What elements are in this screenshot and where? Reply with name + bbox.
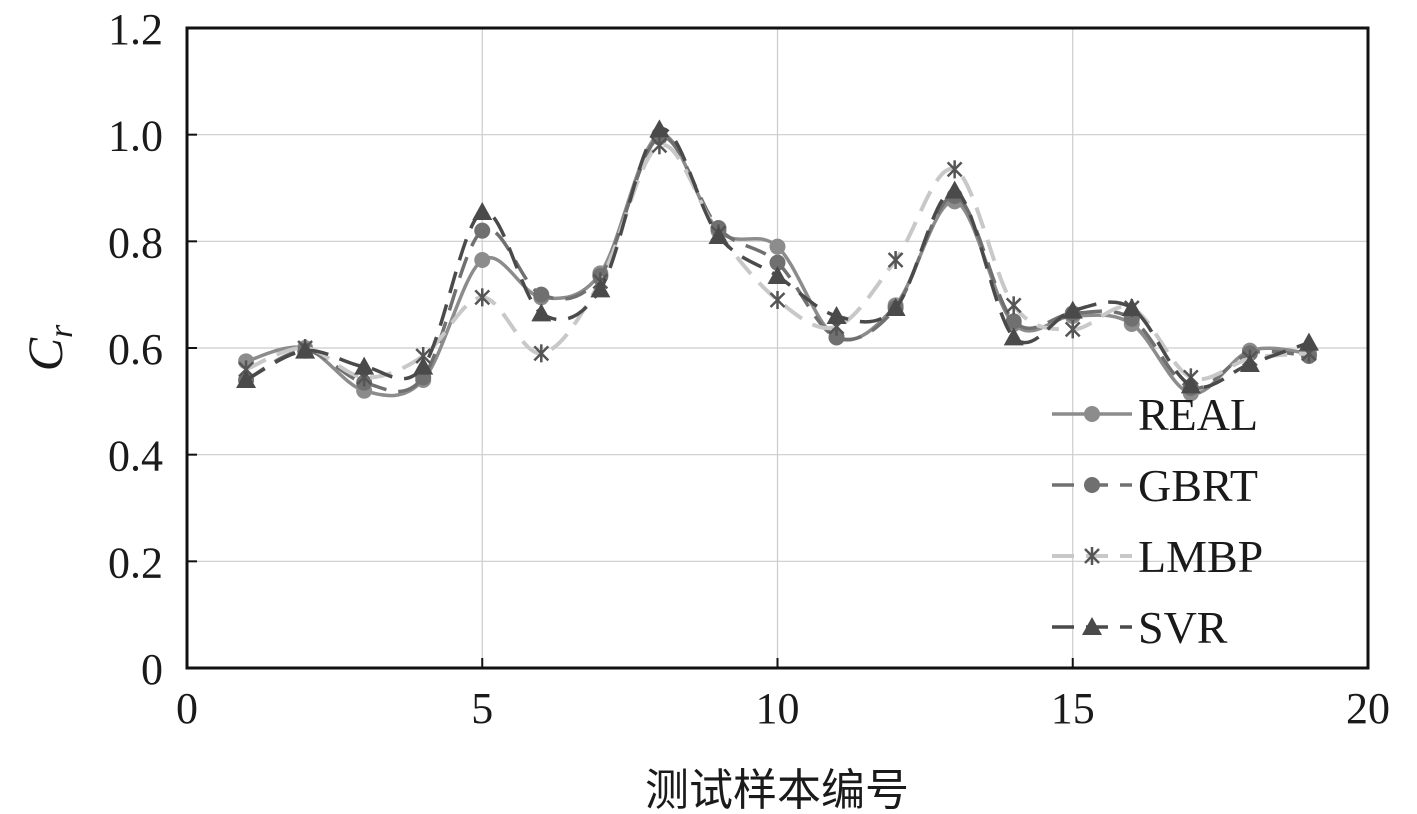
legend-item-svr: SVR: [1052, 602, 1228, 653]
data-point-svr: [472, 202, 493, 220]
x-tick-label: 5: [471, 684, 493, 733]
data-point-svr: [1003, 327, 1024, 346]
x-tick-label: 15: [1051, 684, 1095, 733]
data-point-gbrt: [533, 286, 550, 303]
data-point-svr: [413, 356, 434, 375]
data-point-gbrt: [1005, 313, 1022, 330]
data-point-svr: [531, 303, 552, 322]
legend-marker: [1084, 477, 1100, 493]
legend: REAL GBRT LMBP SVR: [1052, 389, 1263, 653]
legend-label: LMBP: [1138, 531, 1263, 582]
y-tick-label: 0.4: [108, 432, 163, 481]
y-axis-label-subscript: r: [43, 324, 80, 338]
data-point-svr: [1298, 332, 1319, 351]
data-point-lmbp: [769, 291, 786, 309]
data-point-real: [474, 252, 491, 268]
data-point-svr: [1121, 298, 1142, 316]
series-layer: [236, 119, 1319, 402]
data-point-svr: [590, 279, 611, 298]
x-tick-label: 0: [176, 684, 198, 733]
legend-item-gbrt: GBRT: [1052, 460, 1258, 511]
data-point-svr: [1062, 300, 1083, 319]
svg-text:Cr: Cr: [17, 324, 80, 371]
data-point-gbrt: [828, 329, 845, 346]
legend-item-lmbp: LMBP: [1052, 531, 1263, 582]
y-tick-label: 0.8: [108, 218, 163, 267]
axis-ticks: 0 5 10 15 20 0 0.2 0.4 0.6 0.8 1.0 1.2: [108, 5, 1390, 733]
data-point-lmbp: [887, 251, 904, 269]
y-tick-label: 0.6: [108, 325, 163, 374]
series-svr: [236, 119, 1319, 394]
data-point-svr: [354, 356, 375, 375]
data-point-lmbp: [474, 288, 491, 307]
data-point-lmbp: [1005, 296, 1022, 315]
y-axis-label-main: C: [17, 337, 73, 371]
legend-marker: [1084, 547, 1100, 565]
legend-label: REAL: [1138, 389, 1258, 440]
data-point-real: [769, 238, 786, 255]
y-tick-label: 1.0: [108, 112, 163, 161]
y-tick-label: 0.2: [108, 538, 163, 587]
data-point-lmbp: [651, 136, 668, 155]
data-point-svr: [649, 119, 670, 138]
y-tick-label: 0: [141, 645, 163, 694]
data-point-lmbp: [533, 344, 550, 363]
data-point-svr: [885, 298, 906, 316]
x-tick-label: 20: [1346, 684, 1390, 733]
x-axis-label: 测试样本编号: [645, 765, 909, 814]
legend-label: SVR: [1138, 602, 1228, 653]
data-point-svr: [767, 266, 788, 284]
data-point-lmbp: [1064, 320, 1081, 339]
data-point-gbrt: [474, 222, 491, 239]
legend-marker: [1084, 406, 1100, 422]
series-line-svr: [245, 127, 1310, 390]
data-point-svr: [295, 340, 316, 359]
data-point-svr: [236, 370, 257, 388]
data-point-svr: [708, 226, 729, 244]
y-axis-label: Cr: [17, 324, 80, 371]
x-tick-label: 10: [756, 684, 800, 733]
legend-label: GBRT: [1138, 460, 1258, 511]
series-line-gbrt: [245, 135, 1310, 394]
data-point-gbrt: [769, 254, 786, 271]
data-point-svr: [826, 306, 847, 324]
y-tick-label: 1.2: [108, 5, 163, 54]
legend-item-real: REAL: [1052, 389, 1258, 440]
legend-marker: [1082, 617, 1102, 635]
data-point-svr: [944, 180, 965, 199]
data-point-svr: [1180, 375, 1201, 394]
data-point-svr: [1239, 354, 1260, 372]
data-point-lmbp: [946, 160, 963, 179]
